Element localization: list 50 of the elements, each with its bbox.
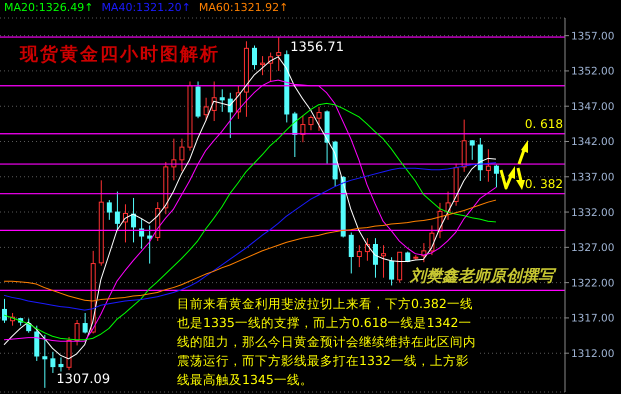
text: MA20:1326.49↑ (4, 0, 94, 15)
text: 现货黄金四小时图解析 (20, 43, 220, 66)
candlestick (470, 140, 475, 160)
annotation: 1356.71 (290, 40, 344, 55)
candlestick (131, 197, 136, 243)
candlestick (228, 92, 233, 138)
candlestick (42, 334, 48, 388)
candlestick (220, 88, 225, 112)
candlestick (179, 138, 184, 172)
candlestick (106, 200, 112, 220)
y-tick-label: 1332.00 (571, 206, 614, 219)
y-tick-label: 1327.00 (571, 242, 614, 254)
y-tick-label: 1337.00 (571, 172, 614, 184)
candlestick (389, 256, 394, 286)
y-tick-label: 1347.00 (571, 100, 614, 113)
candlestick (308, 114, 314, 131)
text: 刘樊鑫老师原创撰写 (410, 266, 554, 287)
candlestick (34, 325, 40, 362)
annotation: 1307.09 (56, 372, 110, 387)
candlestick (486, 148, 491, 182)
candlestick (381, 244, 386, 278)
y-tick-label: 1342.00 (571, 136, 614, 148)
candlestick (494, 164, 499, 188)
text: 0. 382 (524, 176, 563, 191)
candlestick (356, 244, 362, 268)
candlestick (50, 351, 56, 374)
y-tick-label: 1322.00 (571, 277, 614, 290)
candlestick (372, 238, 378, 278)
candlestick (204, 97, 209, 122)
candlestick (74, 320, 80, 346)
candlestick (260, 56, 266, 76)
candlestick (276, 37, 282, 72)
candlestick (82, 312, 88, 334)
y-tick-label: 1312.00 (571, 348, 614, 360)
candlestick (212, 81, 217, 122)
text: MA40:1321.20↑ (101, 0, 191, 15)
y-tick-label: 1352.00 (571, 66, 614, 78)
candlestick (429, 224, 434, 256)
y-tick-label: 1357.00 (571, 30, 614, 42)
text: 0. 618 (524, 116, 563, 131)
annotation: 目前来看黄金利用斐波拉切上来看，下方0.382一线也是1335一线的支撑，而上方0.618一线是1342一线的阻力，那么今日黄金预计会继续维持在此区间内震荡运行，而下方影线最多打在1332一线，上方影线最高触及1345一线。 (177, 294, 477, 389)
y-tick-label: 1317.00 (571, 312, 614, 325)
candlestick (2, 298, 7, 324)
candlestick (114, 191, 120, 232)
candlestick (147, 224, 152, 264)
candlestick (348, 232, 354, 274)
candlestick (316, 106, 322, 132)
candlestick (58, 356, 64, 372)
candlestick (252, 45, 257, 70)
text: MA60:1321.92↑ (198, 0, 288, 15)
